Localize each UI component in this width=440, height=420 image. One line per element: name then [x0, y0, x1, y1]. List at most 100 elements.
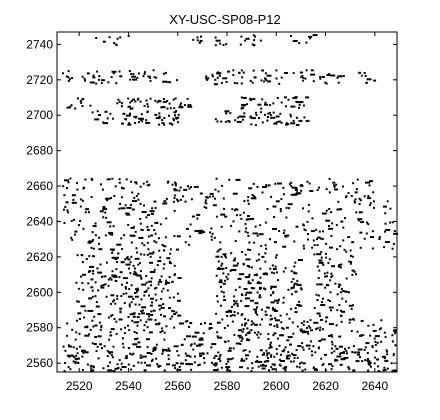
data-point [79, 205, 82, 208]
data-point [119, 202, 122, 205]
data-point [331, 365, 334, 368]
data-point [374, 335, 380, 338]
data-point [263, 352, 265, 355]
data-point [262, 273, 267, 276]
data-point [97, 335, 102, 338]
data-point [301, 369, 304, 372]
data-point [332, 181, 336, 184]
data-point [259, 267, 262, 270]
data-point [215, 255, 220, 258]
data-point [300, 288, 303, 291]
data-point [270, 366, 273, 369]
data-point [248, 350, 251, 353]
data-point [201, 352, 205, 355]
data-point [359, 356, 361, 359]
data-point [176, 350, 179, 353]
data-point [172, 119, 175, 122]
data-point [91, 342, 94, 345]
data-point [182, 195, 185, 198]
data-point [159, 278, 161, 281]
data-point [351, 255, 354, 258]
data-point [141, 283, 147, 286]
data-point [247, 319, 250, 322]
data-point [282, 186, 285, 189]
data-point [148, 122, 151, 124]
data-point [313, 321, 319, 324]
data-point [259, 349, 263, 352]
data-point [100, 324, 103, 327]
data-point [255, 311, 258, 313]
data-point [136, 251, 139, 254]
data-point [110, 353, 113, 356]
data-point [245, 354, 249, 357]
data-point [194, 355, 197, 358]
data-point [238, 115, 244, 118]
data-point [372, 329, 377, 332]
data-point [355, 188, 358, 191]
data-point [196, 213, 201, 216]
data-point [231, 320, 234, 323]
data-point [196, 217, 199, 220]
data-point [89, 328, 92, 331]
data-point [219, 241, 222, 244]
data-point [128, 267, 130, 270]
data-point [275, 115, 280, 118]
data-point [148, 294, 150, 297]
data-point [292, 278, 295, 281]
data-point [253, 308, 258, 311]
data-point [367, 369, 370, 372]
data-point [312, 345, 315, 348]
data-point [132, 273, 135, 276]
data-point [239, 366, 244, 369]
data-point [278, 358, 281, 361]
data-point [319, 329, 321, 332]
data-point [267, 333, 270, 336]
data-point [84, 79, 86, 82]
data-point [147, 318, 153, 321]
data-point [214, 362, 218, 365]
data-point [98, 114, 101, 117]
data-point [236, 82, 239, 85]
data-point [232, 192, 238, 195]
data-point [247, 218, 251, 221]
data-point [273, 310, 278, 312]
data-point [232, 347, 235, 350]
data-point [374, 343, 377, 346]
data-point [192, 348, 195, 351]
data-point [368, 184, 371, 187]
data-point [269, 323, 272, 326]
data-point [130, 180, 133, 183]
data-point [353, 351, 357, 354]
data-point [147, 105, 150, 108]
data-point [358, 219, 360, 222]
data-point [94, 295, 97, 298]
data-point [253, 39, 256, 42]
data-point [279, 210, 282, 213]
data-point [98, 236, 101, 239]
data-point [264, 260, 267, 263]
data-point [146, 228, 150, 231]
data-point [233, 295, 236, 298]
data-point [168, 114, 170, 117]
data-point [110, 294, 115, 297]
data-point [203, 206, 206, 209]
data-point [245, 297, 250, 300]
data-point [257, 331, 260, 334]
data-point [301, 185, 304, 188]
data-point [148, 183, 151, 186]
data-point [160, 106, 166, 109]
data-point [340, 351, 346, 354]
data-point [258, 117, 260, 119]
data-point [83, 77, 86, 80]
data-point [273, 332, 277, 335]
data-point [386, 359, 389, 362]
data-point [305, 96, 310, 99]
data-point [111, 70, 117, 73]
data-point [157, 260, 162, 263]
data-point [266, 306, 269, 309]
data-point [254, 124, 257, 127]
data-point [132, 343, 138, 346]
data-point [313, 253, 316, 256]
data-point [167, 354, 170, 357]
data-point [154, 221, 159, 224]
